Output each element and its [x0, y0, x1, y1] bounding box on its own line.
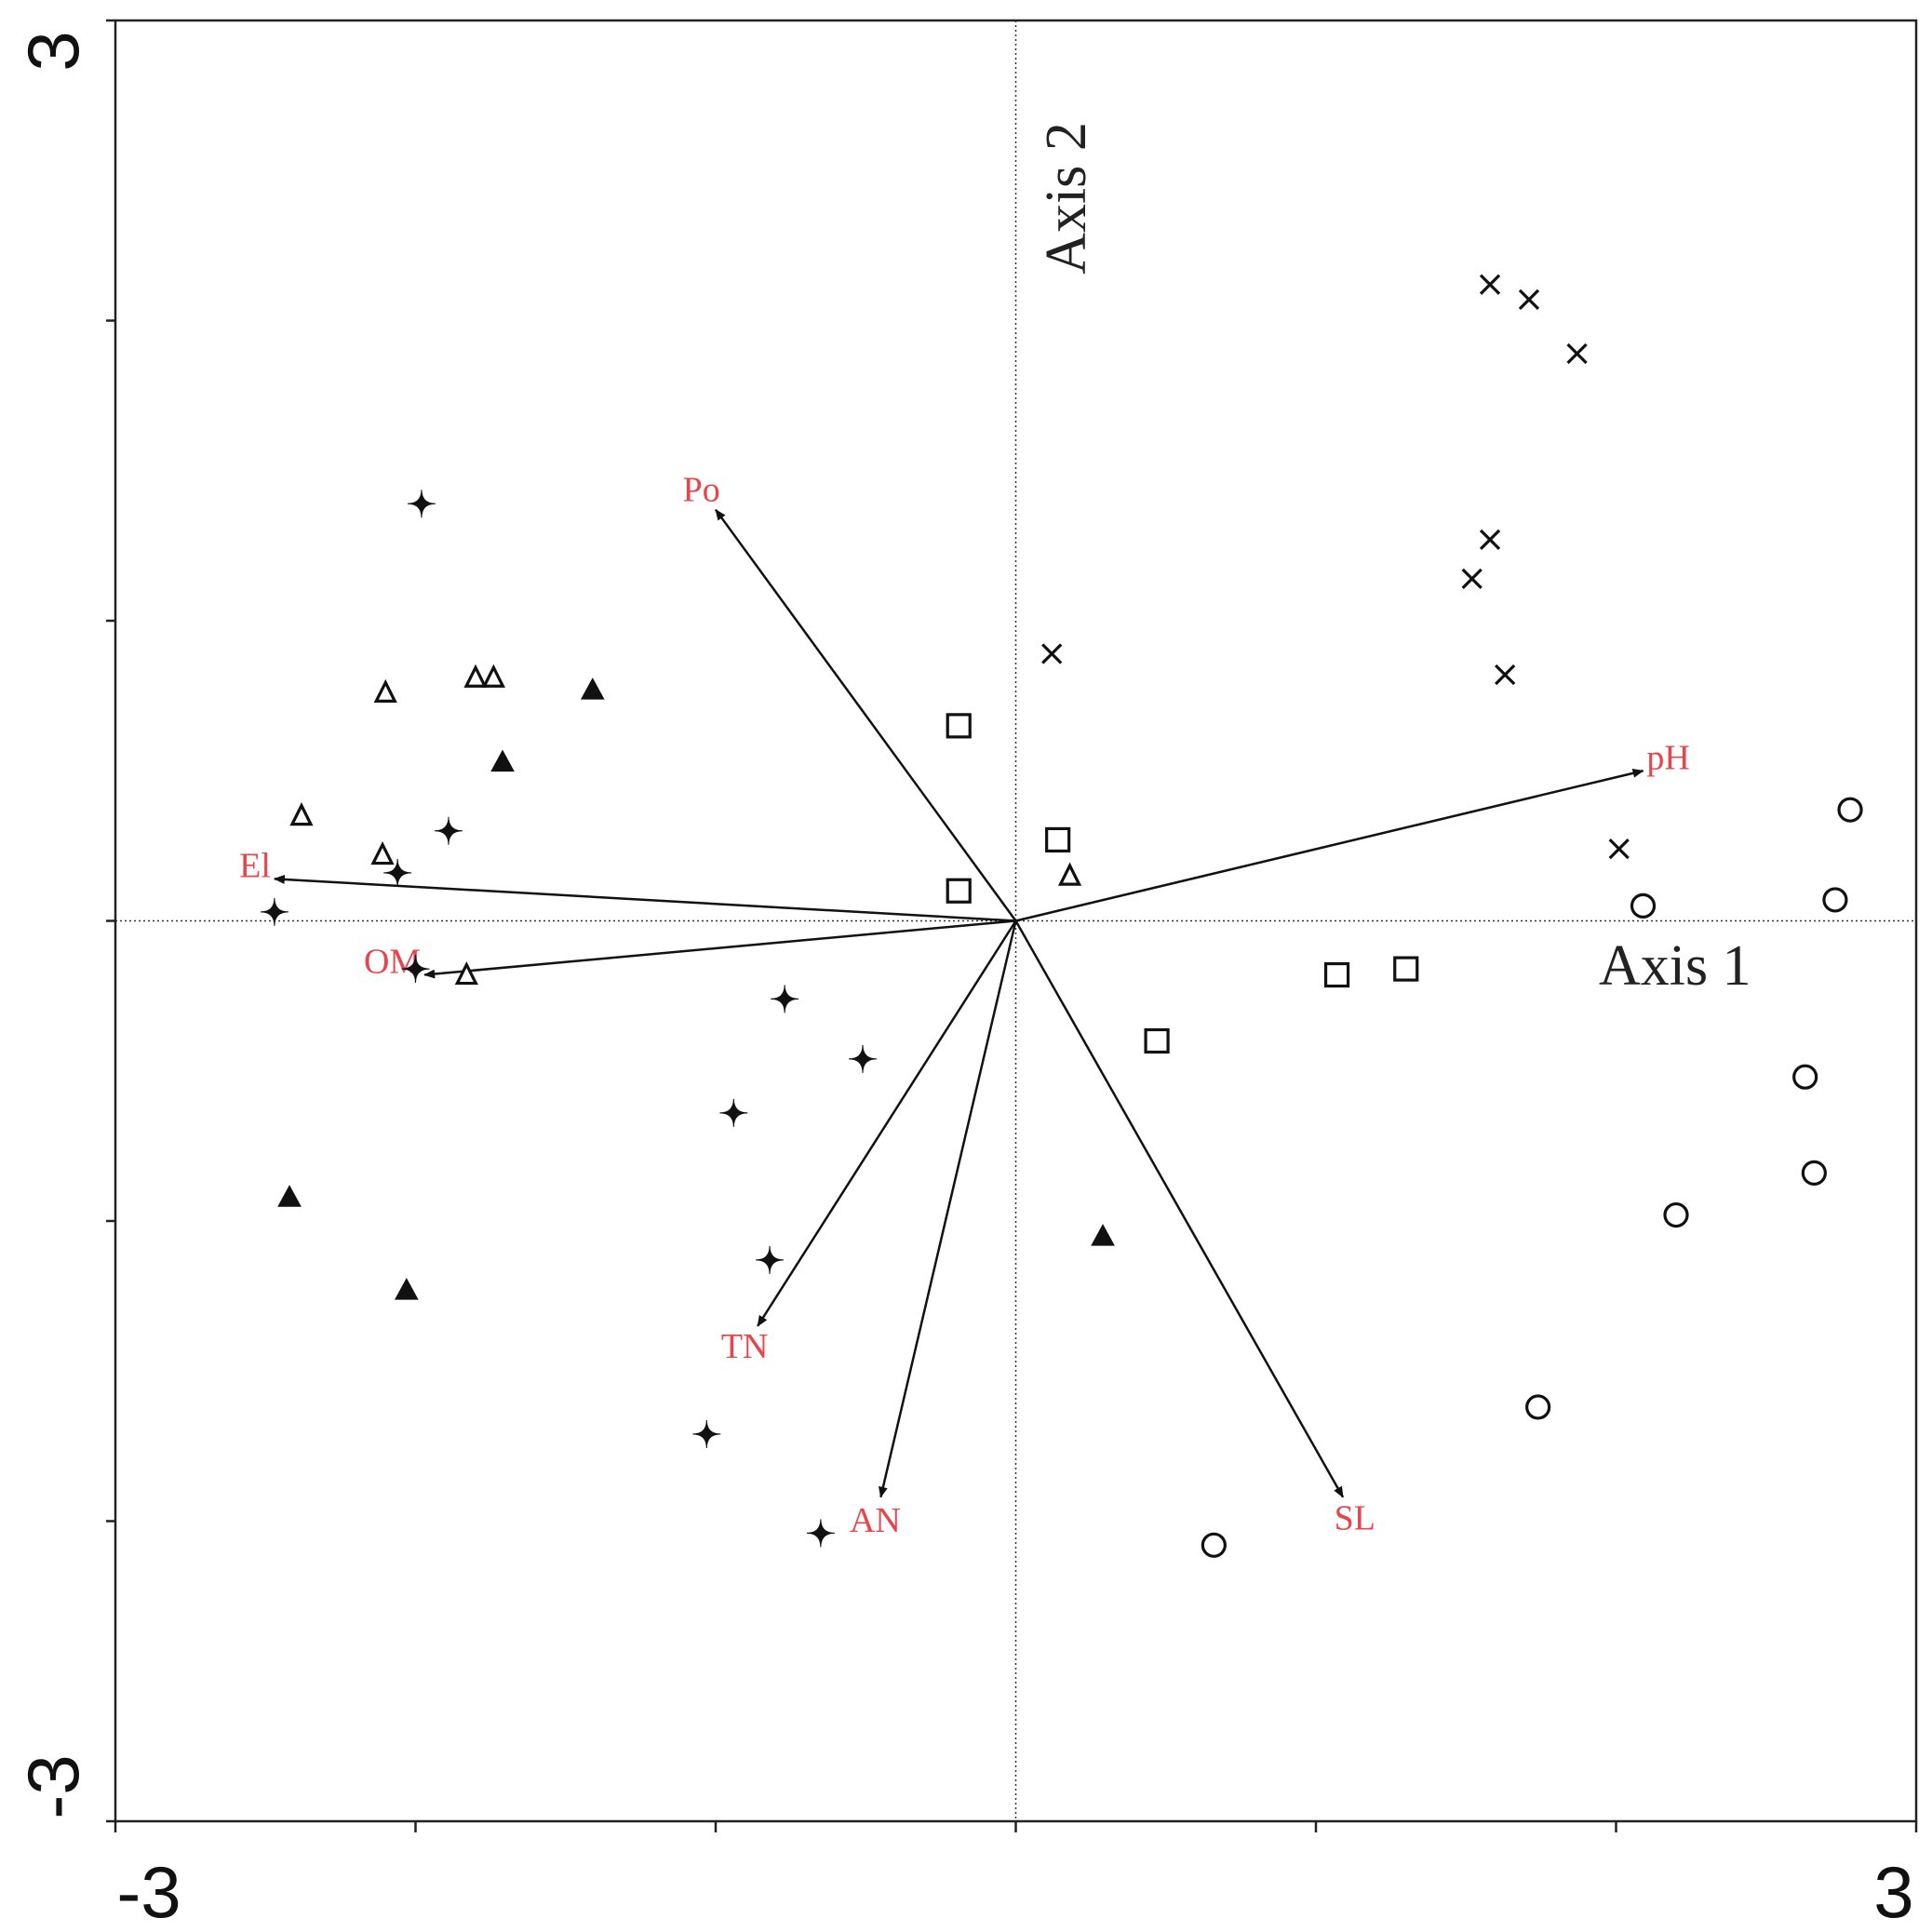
point-circle-open — [1822, 887, 1848, 913]
vector-arrow-sl — [1014, 919, 1345, 1498]
point-x — [1479, 274, 1501, 295]
vector-arrow-el — [273, 874, 1016, 922]
vector-label-sl: SL — [1335, 1498, 1375, 1537]
points — [260, 274, 1863, 1558]
point-star4-filled — [401, 955, 430, 984]
point-x — [1608, 838, 1630, 860]
point-square-open — [1323, 961, 1350, 988]
axis-1-label: Axis 1 — [1599, 934, 1751, 998]
point-star4-filled — [692, 1419, 721, 1448]
point-triangle-filled — [394, 1278, 419, 1300]
point-triangle-open — [463, 664, 488, 688]
point-triangle-open — [454, 960, 478, 986]
vector-label-po: Po — [683, 471, 720, 510]
vectors: Po pH El OM TN AN SL — [239, 471, 1690, 1540]
point-square-open — [946, 878, 972, 904]
point-circle-open — [1201, 1532, 1227, 1558]
vector-arrow-om — [423, 919, 1016, 979]
y-axis-bottom-tick-label: -3 — [12, 1754, 94, 1818]
point-star4-filled — [756, 1245, 785, 1274]
vector-arrow-an — [879, 920, 1017, 1498]
point-triangle-open — [1057, 862, 1082, 886]
vector-label-el: El — [239, 846, 271, 885]
point-triangle-filled — [1091, 1224, 1115, 1246]
point-triangle-filled — [490, 749, 515, 772]
axis-2-label: Axis 2 — [1035, 122, 1098, 275]
point-triangle-open — [370, 840, 395, 865]
point-circle-open — [1525, 1394, 1551, 1420]
point-triangle-filled — [277, 1185, 302, 1207]
point-circle-open — [1792, 1064, 1818, 1090]
point-triangle-open — [481, 664, 505, 688]
vector-label-tn: TN — [721, 1327, 769, 1366]
point-star4-filled — [407, 490, 436, 518]
point-star4-filled — [806, 1519, 835, 1548]
point-circle-open — [1663, 1201, 1689, 1228]
point-triangle-filled — [580, 678, 605, 700]
point-star4-filled — [849, 1044, 878, 1073]
point-x — [1518, 288, 1540, 311]
ticks — [106, 19, 1918, 1832]
x-axis-right-tick-label: 3 — [1873, 1851, 1913, 1932]
point-circle-open — [1837, 797, 1863, 823]
point-star4-filled — [260, 897, 288, 926]
point-star4-filled — [383, 858, 412, 887]
point-star4-filled — [719, 1098, 748, 1127]
vector-arrow-tn — [757, 919, 1017, 1327]
point-square-open — [946, 713, 972, 739]
point-x — [1041, 643, 1063, 664]
x-axis-left-tick-label: -3 — [116, 1851, 181, 1932]
point-star4-filled — [434, 816, 463, 845]
point-triangle-open — [373, 678, 397, 703]
vector-label-ph: pH — [1646, 738, 1689, 777]
vector-arrow-po — [714, 508, 1017, 922]
point-x — [1479, 529, 1501, 551]
point-x — [1461, 568, 1483, 589]
y-axis-top-tick-label: 3 — [12, 31, 94, 71]
point-square-open — [1144, 1027, 1170, 1054]
point-x — [1495, 664, 1516, 686]
point-circle-open — [1630, 892, 1657, 919]
point-square-open — [1045, 826, 1071, 853]
point-triangle-open — [289, 802, 314, 826]
vector-label-an: AN — [850, 1501, 901, 1540]
point-square-open — [1393, 956, 1419, 982]
point-star4-filled — [771, 985, 799, 1013]
point-circle-open — [1801, 1160, 1827, 1187]
vector-label-om: OM — [364, 943, 421, 982]
vector-arrow-ph — [1015, 768, 1644, 922]
point-x — [1566, 342, 1588, 365]
